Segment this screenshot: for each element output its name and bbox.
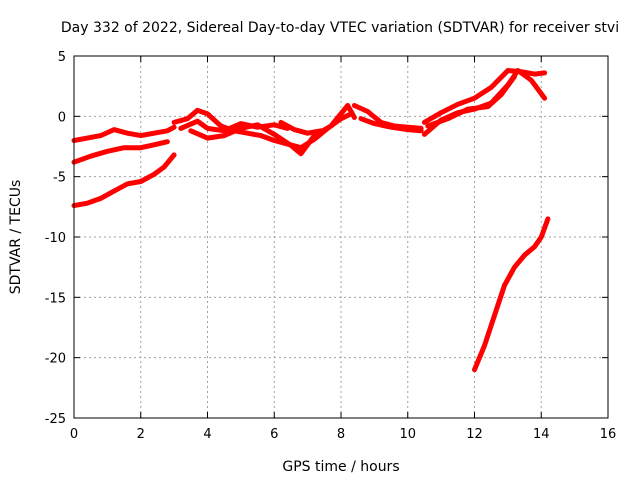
y-tick-label: 0 bbox=[58, 110, 66, 125]
x-tick-label: 0 bbox=[70, 427, 78, 442]
series-track-k bbox=[421, 68, 548, 137]
x-tick-label: 10 bbox=[399, 427, 416, 442]
y-axis-label: SDTVAR / TECUs bbox=[8, 180, 24, 295]
y-tick-label: -5 bbox=[53, 171, 66, 186]
x-tick-label: 6 bbox=[270, 427, 278, 442]
series-track-c bbox=[71, 152, 177, 209]
series-track-e bbox=[188, 103, 357, 157]
series-track-a bbox=[71, 124, 177, 143]
x-tick-label: 4 bbox=[203, 427, 211, 442]
series-track-f bbox=[178, 118, 291, 134]
chart-title: Day 332 of 2022, Sidereal Day-to-day VTE… bbox=[61, 20, 619, 36]
y-tick-label: -20 bbox=[45, 352, 66, 367]
x-tick-label: 12 bbox=[466, 427, 483, 442]
series-track-g bbox=[278, 119, 324, 136]
axis-ticks: 0 2 4 6 8 10 12 14 16 -25 -20 -15 -10 -5 0 5 bbox=[45, 50, 617, 442]
series-track-j bbox=[421, 68, 548, 125]
x-tick-label: 14 bbox=[533, 427, 550, 442]
y-tick-label: -15 bbox=[45, 291, 66, 306]
series-track-m bbox=[472, 216, 551, 373]
x-axis-label: GPS time / hours bbox=[282, 459, 399, 475]
data-series bbox=[71, 68, 551, 373]
x-tick-label: 2 bbox=[137, 427, 145, 442]
series-track-b bbox=[71, 139, 170, 165]
x-tick-label: 16 bbox=[600, 427, 617, 442]
x-tick-label: 8 bbox=[337, 427, 345, 442]
series-track-l bbox=[425, 74, 517, 129]
series-track-i bbox=[358, 116, 424, 134]
y-tick-label: -10 bbox=[45, 231, 66, 246]
y-tick-label: -25 bbox=[45, 412, 66, 427]
y-tick-label: 5 bbox=[58, 50, 66, 65]
